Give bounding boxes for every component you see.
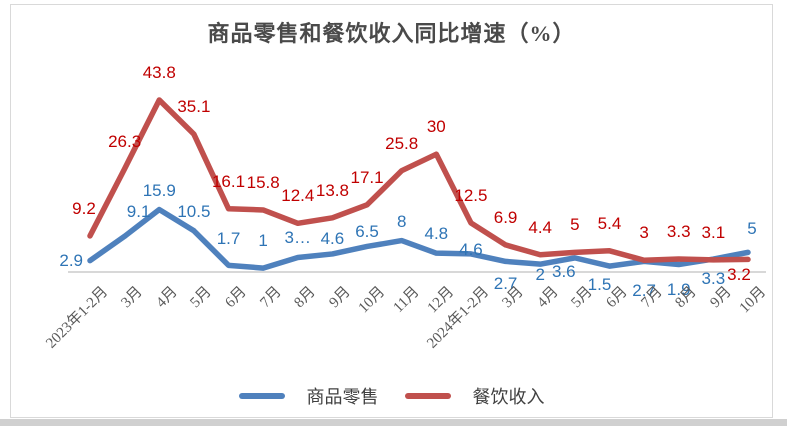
data-label-retail: 2.7	[493, 274, 518, 293]
data-label-retail: 3.6	[552, 262, 576, 281]
legend-label-retail: 商品零售	[306, 387, 379, 407]
data-label-retail: 4.6	[459, 239, 483, 259]
data-label-retail: 2.9	[59, 250, 83, 270]
data-label-catering: 3.1	[701, 222, 726, 242]
legend-swatch-retail-icon	[238, 393, 285, 399]
legend-item-catering[interactable]: 餐饮收入	[404, 383, 545, 409]
data-label-catering: 30	[426, 117, 446, 137]
chart-title: 商品零售和餐饮收入同比增速（%）	[207, 21, 576, 46]
data-label-retail: 8	[396, 211, 407, 231]
legend-label-catering: 餐饮收入	[472, 387, 545, 407]
data-label-catering: 9.2	[72, 198, 96, 218]
data-label-catering: 15.8	[246, 172, 280, 192]
data-label-retail: 5	[747, 219, 757, 239]
data-label-retail: 2	[535, 265, 545, 284]
series-line-catering	[87, 97, 751, 263]
data-label-retail: 6.5	[355, 222, 379, 242]
data-label-retail: 1.7	[216, 229, 241, 249]
data-label-retail: 1.9	[666, 280, 691, 299]
series-line-retail	[87, 206, 751, 271]
data-label-retail: 1.5	[587, 275, 612, 294]
data-label-retail: 4.8	[424, 224, 449, 244]
data-label-retail: 3…	[284, 228, 312, 248]
data-label-catering: 6.9	[493, 207, 518, 227]
data-label-catering: 12.5	[454, 185, 488, 205]
data-label-catering: 3.2	[727, 265, 751, 284]
data-label-catering: 35.1	[177, 97, 211, 117]
data-label-catering: 4.4	[528, 217, 553, 237]
data-label-catering: 12.4	[281, 186, 315, 206]
data-label-retail: 15.9	[142, 180, 176, 200]
data-label-retail: 1	[258, 231, 268, 251]
data-label-catering: 5	[570, 215, 580, 235]
legend-swatch-catering-icon	[404, 393, 451, 399]
data-label-retail: 10.5	[177, 201, 211, 221]
data-label-catering: 3	[639, 223, 649, 243]
data-label-catering: 13.8	[315, 180, 349, 200]
data-label-catering: 3.3	[666, 222, 691, 242]
data-label-retail: 2.7	[632, 281, 656, 300]
data-label-catering: 17.1	[350, 167, 384, 187]
legend-item-retail[interactable]: 商品零售	[238, 383, 379, 409]
data-label-retail: 4.6	[320, 228, 345, 248]
data-label-catering: 5.4	[597, 213, 622, 233]
data-label-catering: 26.3	[108, 131, 142, 151]
data-label-catering: 25.8	[385, 133, 419, 153]
chart-frame	[10, 4, 773, 418]
bottom-strip	[0, 419, 787, 426]
data-label-catering: 16.1	[211, 171, 246, 191]
legend: 商品零售 餐饮收入	[10, 383, 773, 409]
data-label-catering: 43.8	[142, 63, 176, 82]
data-label-retail: 3.3	[701, 269, 726, 288]
data-label-retail: 9.1	[126, 202, 151, 222]
